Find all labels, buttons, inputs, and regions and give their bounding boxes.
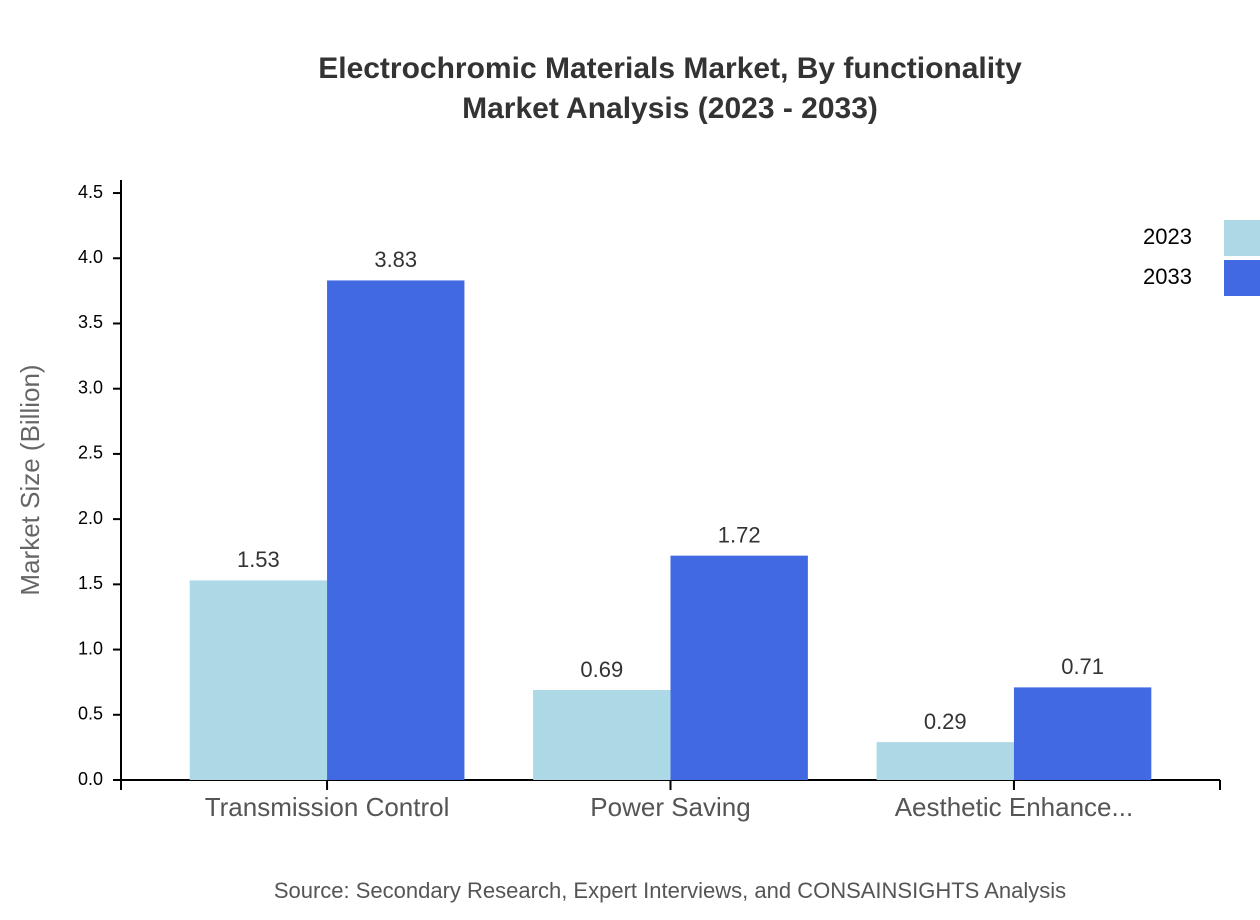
bar <box>1013 687 1152 780</box>
y-tick-label: 4.0 <box>78 247 103 267</box>
y-tick-label: 1.5 <box>78 573 103 593</box>
bar <box>876 742 1014 780</box>
bar <box>533 690 671 780</box>
y-tick-label: 2.0 <box>78 508 103 528</box>
value-label: 1.72 <box>718 522 761 547</box>
legend-swatch <box>1224 220 1260 256</box>
y-tick-label: 2.5 <box>78 443 103 463</box>
bar <box>189 580 328 780</box>
chart-title: Electrochromic Materials Market, By func… <box>318 52 1022 85</box>
value-label: 0.69 <box>580 657 623 682</box>
y-tick-label: 0.0 <box>78 769 103 789</box>
y-tick-label: 4.5 <box>78 182 103 202</box>
y-tick-label: 1.0 <box>78 638 103 658</box>
y-tick-label: 3.5 <box>78 312 103 332</box>
x-tick-label: Power Saving <box>590 792 750 822</box>
y-tick-label: 3.0 <box>78 377 103 397</box>
x-tick-label: Aesthetic Enhance... <box>895 792 1133 822</box>
legend-swatch <box>1224 260 1260 296</box>
y-axis-label: Market Size (Billion) <box>15 364 45 595</box>
y-tick-label: 0.5 <box>78 704 103 724</box>
value-label: 3.83 <box>374 247 417 272</box>
value-label: 1.53 <box>237 547 280 572</box>
bar <box>670 555 808 780</box>
legend-label: 2033 <box>1143 264 1192 289</box>
value-label: 0.71 <box>1061 654 1104 679</box>
value-label: 0.29 <box>924 709 967 734</box>
legend-label: 2023 <box>1143 224 1192 249</box>
bar <box>327 280 465 780</box>
chart-subtitle: Market Analysis (2023 - 2033) <box>462 92 878 125</box>
x-tick-label: Transmission Control <box>205 792 450 822</box>
source-note: Source: Secondary Research, Expert Inter… <box>274 878 1066 903</box>
